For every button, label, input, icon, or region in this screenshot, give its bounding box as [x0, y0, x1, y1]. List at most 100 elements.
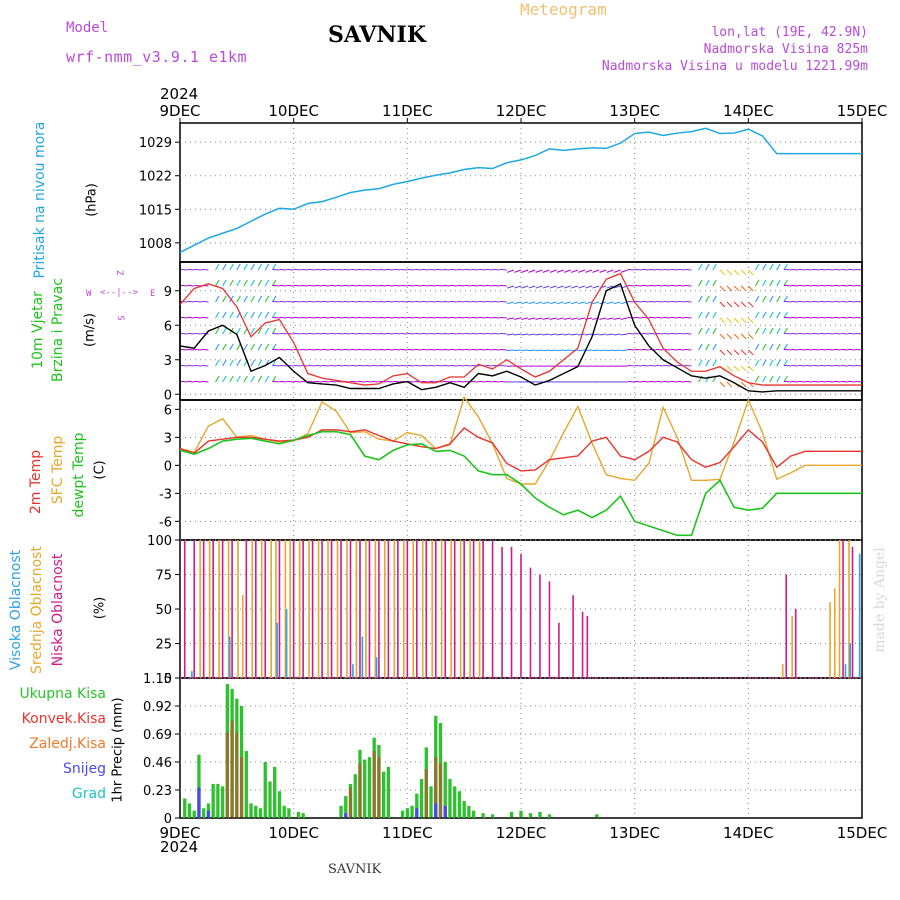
pressure-ytick-label: 1022: [139, 170, 172, 185]
wind-arrow: [747, 269, 754, 276]
wind-arrow: [556, 301, 564, 305]
wind-arrow: [670, 300, 678, 303]
wind-arrow: [506, 301, 515, 305]
wind-arrow: [755, 263, 760, 271]
precip-total-bar: [197, 754, 201, 818]
wind-arrow: [627, 348, 635, 351]
wind-arrow: [450, 380, 458, 383]
wind-arrow: [457, 316, 465, 319]
wind-arrow: [670, 268, 678, 271]
precip-total-bar: [410, 805, 414, 818]
wind-arrow: [222, 343, 227, 351]
wind-arrow: [684, 348, 692, 351]
wind-arrow: [407, 348, 415, 351]
wind-arrow: [726, 381, 733, 388]
wind-arrow: [215, 375, 220, 383]
wind-arrow: [755, 311, 760, 319]
precip-total-bar: [443, 762, 447, 818]
wind-arrow: [620, 269, 628, 273]
precip-total-bar: [595, 814, 599, 818]
wind-arrow: [386, 316, 394, 319]
wind-speed-line: [179, 282, 862, 393]
wind-arrow: [187, 364, 195, 367]
wind-arrow: [492, 364, 500, 367]
wind-arrow: [236, 327, 241, 335]
wind-arrow: [407, 332, 415, 335]
model-altitude-info: Nadmorska Visina u modelu 1221.99m: [601, 59, 868, 74]
wind-arrow: [243, 295, 248, 303]
wind-arrow: [293, 380, 301, 383]
wind-arrow: [592, 269, 600, 273]
precip-ytick-label: 0.69: [143, 728, 172, 743]
wind-arrow: [457, 364, 465, 367]
wind-arrow: [471, 316, 479, 319]
wind-arrow: [279, 348, 287, 351]
wind-arrow: [585, 301, 593, 305]
wind-arrow: [450, 300, 458, 303]
wind-arrow: [371, 380, 379, 383]
wind-arrow: [407, 316, 415, 319]
wind-arrow: [400, 284, 408, 287]
wind-arrow: [712, 263, 717, 271]
wind-arrow: [464, 300, 472, 303]
wind-arrow: [719, 317, 726, 324]
wind-arrow: [421, 316, 429, 319]
wind-arrow: [740, 349, 747, 356]
wind-arrow: [698, 343, 703, 351]
station-title: SAVNIK: [328, 22, 426, 48]
wind-arrow: [180, 364, 188, 367]
wind-arrow: [250, 295, 255, 303]
wind-arrow: [243, 263, 248, 271]
dewpt-line: [179, 430, 862, 537]
product-title: Meteogram: [520, 0, 607, 19]
precip-convective-bar: [438, 763, 443, 818]
wind-arrow: [215, 295, 220, 303]
precip-total-bar: [339, 805, 343, 818]
wind-arrow: [712, 359, 717, 367]
wind-arrow: [264, 279, 270, 287]
precip-total-bar: [481, 813, 485, 818]
wind-arrow: [229, 263, 234, 271]
top-date-label: 12DEC: [496, 102, 547, 120]
wind-arrow: [648, 380, 657, 383]
wind-arrow: [634, 364, 642, 367]
wind-arrow: [272, 380, 280, 383]
wind-arrow: [791, 348, 799, 351]
wind-arrow: [264, 375, 270, 383]
legend-convective-rain: Konvek.Kisa: [21, 711, 106, 727]
wind-arrow: [805, 348, 813, 351]
wind-arrow: [499, 300, 507, 303]
wind-arrow: [393, 300, 401, 303]
wind-arrow: [300, 316, 308, 319]
wind-arrow: [670, 316, 678, 319]
precip-total-bar: [249, 803, 253, 818]
wind-arrow: [243, 375, 248, 383]
wind-arrow: [315, 316, 323, 319]
wind-arrow: [798, 364, 806, 367]
precip-convective-bar: [434, 757, 438, 818]
wind-arrow: [549, 269, 557, 273]
wind-arrow: [492, 300, 500, 303]
wind-arrow: [407, 284, 415, 287]
wind-arrow: [428, 300, 436, 303]
wind-arrow: [236, 295, 241, 303]
wind-arrow: [726, 333, 733, 340]
precip-ytick-label: 0.92: [143, 700, 172, 715]
wind-arrow: [747, 349, 754, 356]
wind-arrow: [257, 279, 263, 287]
wind-arrow: [379, 316, 387, 319]
precip-ytick-label: 1.15: [143, 672, 172, 687]
wind-arrow: [535, 301, 543, 305]
wind-arrow: [840, 364, 848, 367]
wind-arrow: [435, 332, 443, 335]
wind-arrow: [180, 284, 188, 287]
wind-arrow: [201, 300, 209, 303]
wind-arrow: [663, 284, 671, 287]
wind-arrow: [726, 301, 733, 308]
wind-arrow: [740, 269, 747, 276]
wind-arrow: [719, 269, 726, 276]
wind-arrow: [457, 284, 465, 287]
wind-arrow: [577, 349, 585, 352]
precip-total-bar: [367, 757, 372, 818]
